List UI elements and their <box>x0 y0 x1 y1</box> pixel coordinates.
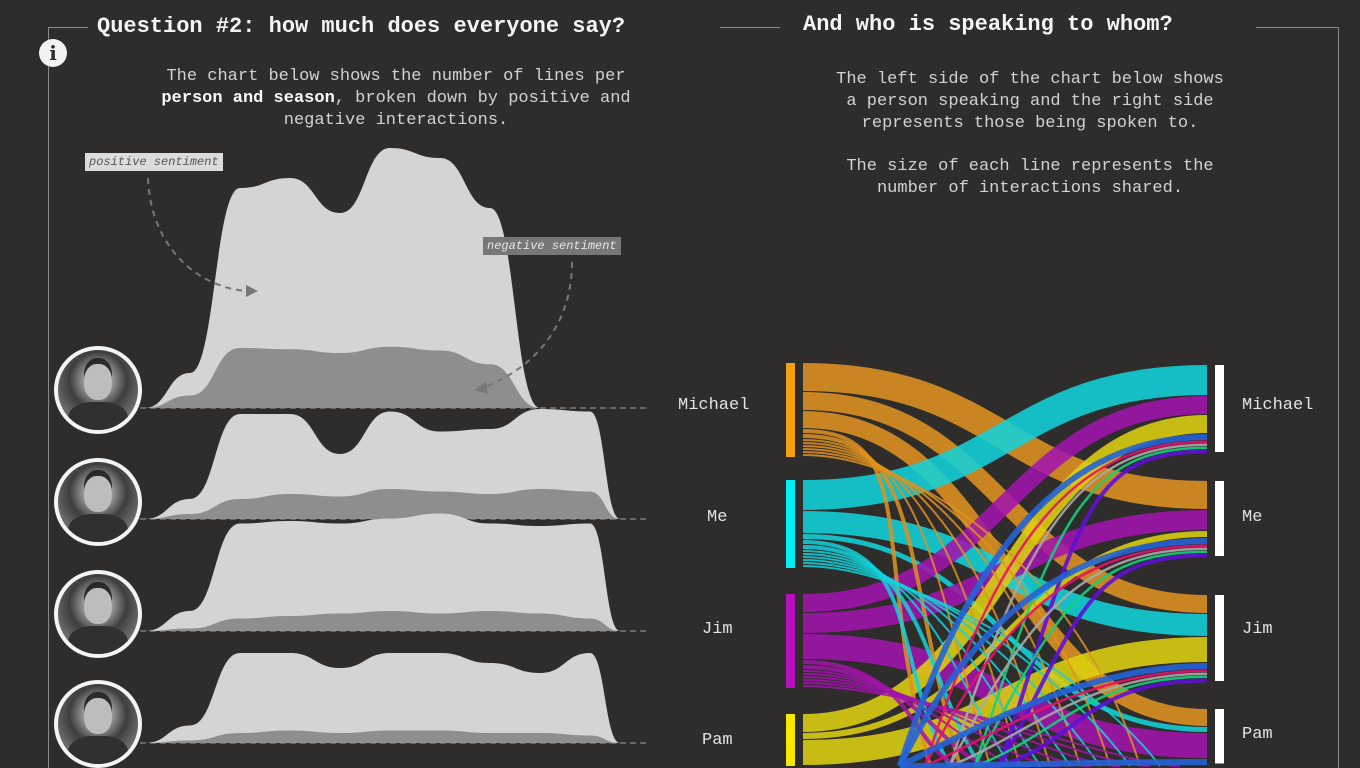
desc-line: The left side of the chart below shows <box>836 70 1224 89</box>
ridge-negative-area <box>145 611 620 631</box>
sankey-link-offscreen <box>973 446 1208 767</box>
positive-arrowhead <box>246 285 258 297</box>
sankey-link-offscreen <box>897 538 1208 768</box>
sankey-link-offscreen <box>948 547 1208 767</box>
annotation-negative-sentiment: negative sentiment <box>483 237 621 255</box>
frame-right <box>1338 27 1339 768</box>
source-label-pam: Pam <box>702 731 733 750</box>
target-node-michael <box>1215 365 1224 452</box>
ridge-positive-area <box>145 409 620 519</box>
desc-line: The chart below shows the number of line… <box>166 67 626 86</box>
avatar-jim <box>54 570 142 658</box>
sankey-link-offscreen <box>924 669 1208 768</box>
desc-line: negative interactions. <box>283 111 509 130</box>
sankey-link-me-to-michael <box>802 365 1208 510</box>
sankey-link-offscreen <box>948 443 1208 767</box>
desc-line: represents those being spoken to. <box>861 114 1199 133</box>
sankey-link-pam-to-jim <box>802 637 1208 765</box>
target-label-me: Me <box>1242 508 1263 527</box>
sankey-link-offscreen <box>999 678 1208 768</box>
sankey-link-offscreen <box>899 759 1208 768</box>
frame-top-left <box>48 27 88 28</box>
sankey-link-offscreen <box>802 545 982 768</box>
sankey-link-offscreen <box>998 449 1208 767</box>
desc-line: number of interactions shared. <box>876 179 1184 198</box>
sankey-link-offscreen <box>802 553 1041 767</box>
desc-line: person and season, broken down by positi… <box>90 88 702 110</box>
ridge-positive-area <box>145 653 620 743</box>
left-description: The chart below shows the number of line… <box>90 66 702 132</box>
sankey-links <box>802 363 1208 768</box>
ridge-negative-area <box>145 489 620 519</box>
frame-left <box>48 27 49 768</box>
sankey-link-jim-to-michael <box>802 396 1208 612</box>
source-node-jim <box>786 594 795 688</box>
sankey-link-offscreen <box>998 553 1208 767</box>
ridge-negative-area <box>145 346 620 408</box>
info-icon[interactable]: i <box>39 39 67 67</box>
desc-rest: , broken down by positive and <box>334 89 631 108</box>
sankey-link-offscreen <box>802 559 1101 767</box>
annotation-arrows <box>147 177 573 394</box>
sankey-link-offscreen <box>802 565 1161 767</box>
desc-line: a person speaking and the right side <box>846 92 1214 111</box>
frame-top-right <box>1256 27 1338 28</box>
negative-arrow <box>484 261 573 388</box>
frame-top-middle <box>720 27 780 28</box>
source-node-me <box>786 480 795 568</box>
avatar-dwight <box>54 458 142 546</box>
sankey-link-offscreen <box>802 429 932 767</box>
desc-bold: person and season <box>161 89 335 108</box>
avatar-pam <box>54 680 142 768</box>
sankey-chart <box>786 363 1224 768</box>
negative-arrowhead <box>474 382 488 394</box>
right-title: And who is speaking to whom? <box>803 12 1173 37</box>
sankey-link-offscreen <box>802 439 991 767</box>
target-label-michael: Michael <box>1242 396 1314 415</box>
target-label-pam: Pam <box>1242 725 1273 744</box>
sankey-link-offscreen <box>802 434 962 767</box>
sankey-link-offscreen <box>897 434 1208 767</box>
target-node-pam <box>1215 709 1224 764</box>
avatar-michael <box>54 346 142 434</box>
sankey-link-offscreen <box>923 544 1208 767</box>
sankey-link-offscreen <box>973 550 1208 767</box>
sankey-link-offscreen <box>898 663 1208 768</box>
source-node-pam <box>786 714 795 766</box>
ridge-negative-area <box>145 730 620 743</box>
source-label-jim: Jim <box>702 620 733 639</box>
sankey-link-offscreen <box>974 675 1208 768</box>
left-title: Question #2: how much does everyone say? <box>97 14 626 39</box>
sankey-link-offscreen <box>802 448 1081 767</box>
annotation-positive-sentiment: positive sentiment <box>85 153 223 171</box>
target-label-jim: Jim <box>1242 620 1273 639</box>
source-label-me: Me <box>707 508 728 527</box>
positive-arrow <box>147 177 246 292</box>
ridgeline-chart <box>140 148 648 744</box>
sankey-link-offscreen <box>802 454 1141 767</box>
desc-line: The size of each line represents the <box>846 157 1214 176</box>
right-description: The left side of the chart below shows a… <box>760 69 1300 200</box>
sankey-link-offscreen <box>949 672 1208 768</box>
ridge-positive-area <box>145 148 620 408</box>
sankey-link-offscreen <box>802 442 1021 767</box>
source-label-michael: Michael <box>678 396 750 415</box>
target-node-jim <box>1215 595 1224 681</box>
target-node-me <box>1215 481 1224 556</box>
source-node-michael <box>786 363 795 457</box>
ridge-positive-area <box>145 513 620 631</box>
